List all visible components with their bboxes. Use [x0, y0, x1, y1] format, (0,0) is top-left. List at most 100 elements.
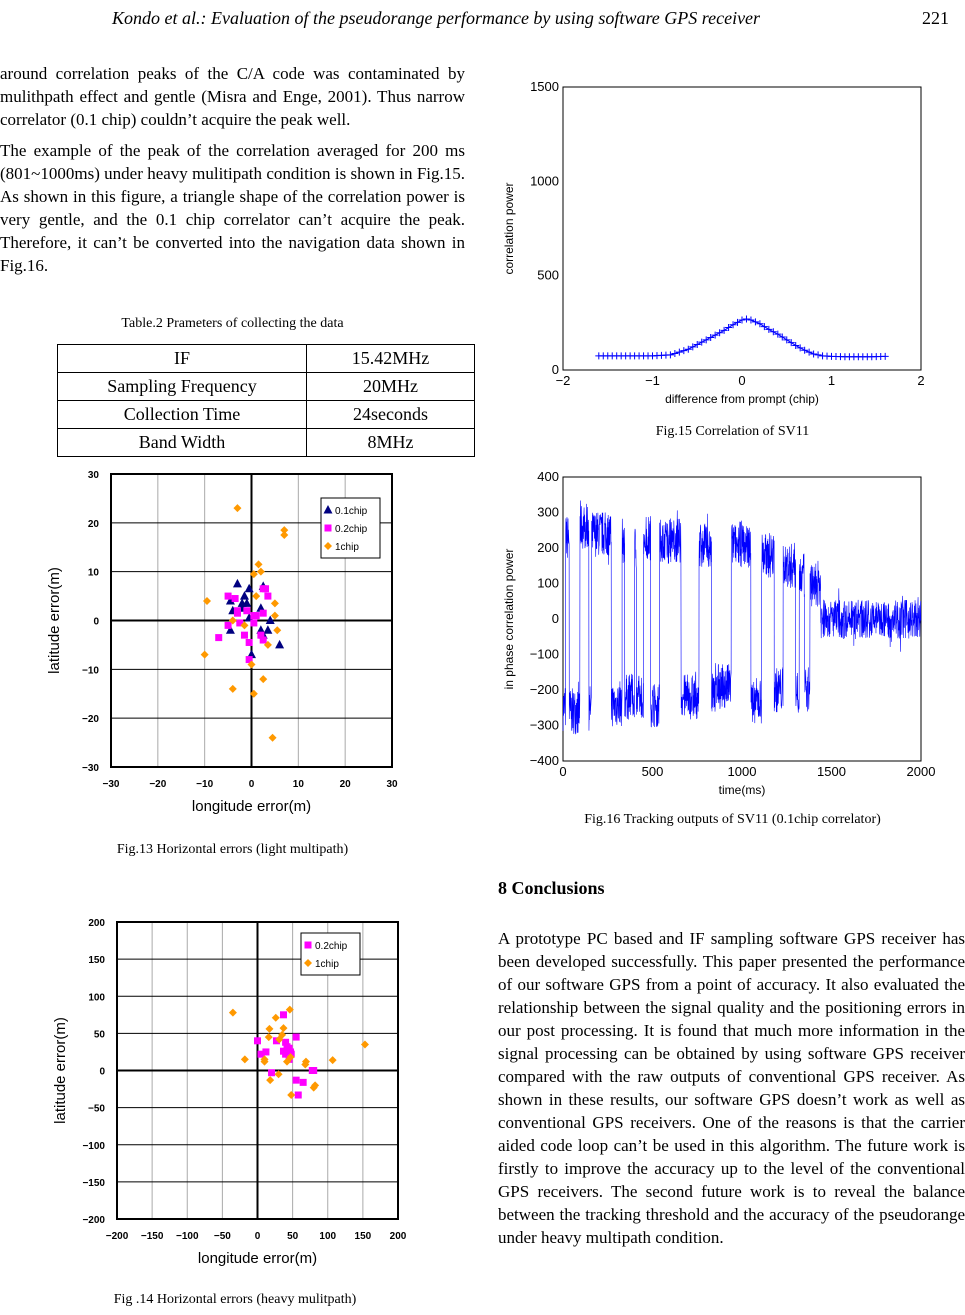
data-point-0.2chip [224, 592, 232, 600]
data-point-1chip [266, 1076, 275, 1085]
y-tick-label: 0 [99, 1067, 105, 1078]
x-tick-label: 10 [293, 779, 305, 790]
data-point-1chip [203, 596, 212, 605]
x-tick-label: −150 [141, 1231, 164, 1242]
legend-marker [324, 542, 332, 550]
data-point-1chip [240, 621, 249, 630]
data-point-0.2chip [287, 1048, 295, 1056]
legend-marker [304, 959, 312, 967]
x-tick-label: 1 [828, 373, 835, 388]
data-point-0.1chip [244, 583, 254, 593]
running-title: Kondo et al.: Evaluation of the pseudora… [112, 8, 761, 28]
data-point-1chip [311, 1081, 320, 1090]
data-line [598, 318, 886, 358]
data-marker-plus [689, 343, 697, 351]
legend-label: 0.1chip [335, 506, 368, 517]
data-marker-plus [765, 325, 773, 333]
data-point-0.2chip [268, 1069, 276, 1077]
legend-label: 0.2chip [335, 524, 368, 535]
data-point-0.2chip [262, 1048, 270, 1056]
data-point-0.2chip [282, 1050, 290, 1058]
y-tick-label: 1500 [530, 79, 559, 94]
x-tick-label: 2 [917, 373, 924, 388]
x-tick-label: 1000 [728, 764, 757, 779]
y-tick-label: −10 [82, 665, 99, 676]
legend-marker [324, 524, 332, 532]
data-point-0.1chip [265, 615, 275, 624]
y-tick-label: 50 [94, 1029, 106, 1040]
data-point-0.2chip [231, 595, 239, 603]
plot-frame [116, 921, 399, 1220]
legend-label: 1chip [335, 542, 359, 553]
data-point-1chip [263, 640, 272, 649]
data-marker-plus [680, 347, 688, 355]
left-column-text: around correlation peaks of the C/A code… [0, 62, 465, 285]
data-point-0.2chip [236, 619, 244, 627]
y-tick-label: −100 [530, 647, 559, 662]
x-tick-label: −2 [556, 373, 571, 388]
x-tick-label: 150 [355, 1231, 372, 1242]
legend [300, 932, 361, 976]
data-point-1chip [254, 560, 263, 569]
x-tick-label: 200 [390, 1231, 407, 1242]
x-tick-label: 1500 [817, 764, 846, 779]
data-point-0.1chip [239, 591, 249, 600]
data-point-0.1chip [232, 578, 242, 588]
data-point-1chip [233, 504, 242, 513]
fig14-caption: Fig .14 Horizontal errors (heavy mulitpa… [113, 1292, 357, 1307]
data-marker-plus [734, 318, 742, 326]
legend-marker [323, 505, 333, 514]
parameters-table: IF 15.42MHz Sampling Frequency 20MHz Collect… [57, 344, 475, 457]
x-tick-label: 0 [738, 373, 745, 388]
data-marker-plus [778, 333, 786, 341]
y-axis-label: latitude error(m) [46, 567, 63, 674]
x-tick-label: 100 [319, 1231, 336, 1242]
data-marker-plus [716, 329, 724, 337]
data-marker-plus [796, 344, 804, 352]
data-marker-plus [756, 320, 764, 328]
data-point-0.2chip [292, 1033, 300, 1041]
data-line [562, 500, 922, 735]
data-point-0.2chip [299, 1078, 307, 1086]
page-number: 221 [922, 8, 949, 28]
y-axis-label: in phase correlation power [502, 549, 516, 690]
x-tick-label: −10 [196, 779, 213, 790]
y-tick-label: 300 [537, 505, 559, 520]
data-marker-plus [742, 315, 750, 323]
table-row: IF 15.42MHz [57, 344, 475, 373]
table-value: 24seconds [306, 400, 475, 429]
data-point-1chip [360, 1040, 369, 1049]
data-marker-plus [751, 318, 759, 326]
data-point-1chip [280, 526, 289, 535]
y-tick-label: −50 [88, 1104, 105, 1115]
data-point-1chip [259, 675, 268, 684]
data-point-0.2chip [233, 609, 241, 617]
data-point-0.2chip [252, 612, 260, 620]
y-axis-label: correlation power [502, 182, 516, 274]
data-point-1chip [265, 1024, 274, 1033]
data-point-1chip [268, 733, 277, 742]
y-tick-label: 200 [88, 918, 105, 929]
data-point-0.2chip [283, 1043, 291, 1051]
data-marker-plus [774, 330, 782, 338]
legend-label: 1chip [315, 959, 339, 970]
y-tick-label: −300 [530, 718, 559, 733]
data-point-0.2chip [264, 592, 272, 600]
y-tick-label: 10 [88, 568, 100, 579]
data-point-0.2chip [257, 1050, 265, 1058]
data-point-0.1chip [225, 595, 235, 605]
y-tick-label: −200 [82, 1215, 105, 1226]
data-marker-plus [702, 336, 710, 344]
data-point-1chip [249, 689, 258, 698]
data-point-0.2chip [282, 1038, 290, 1046]
x-tick-label: 500 [642, 764, 664, 779]
data-point-1chip [274, 1070, 283, 1079]
data-point-1chip [271, 1013, 280, 1022]
data-point-0.2chip [245, 656, 253, 664]
data-point-1chip [264, 1033, 273, 1042]
data-marker-plus [787, 339, 795, 347]
x-tick-label: 30 [386, 779, 398, 790]
x-axis-label: longitude error(m) [198, 1250, 317, 1267]
data-point-1chip [228, 684, 237, 693]
table-label: IF [57, 344, 307, 373]
